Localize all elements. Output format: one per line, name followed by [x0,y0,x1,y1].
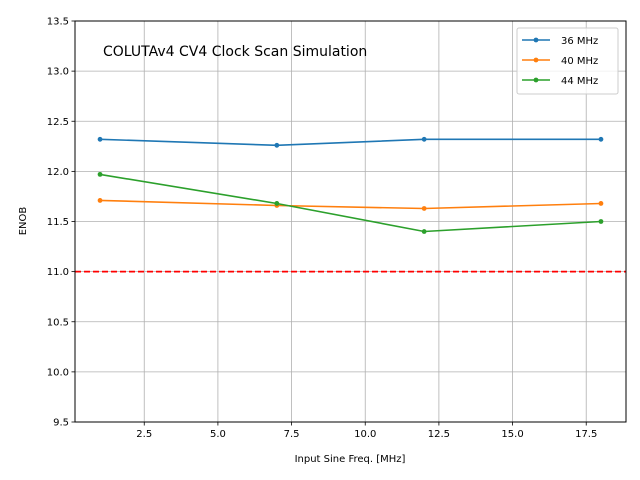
series-line [99,173,602,233]
data-point [598,201,604,206]
legend-label: 44 MHz [561,76,598,87]
y-tick-label: 11.0 [47,267,69,278]
legend-items: 36 MHz 40 MHz 44 MHz [522,36,598,87]
data-point [598,219,604,224]
x-ticks: 2.5 5.0 7.5 10.0 12.5 15.0 17.5 [136,422,597,440]
y-ticks: 9.5 10.0 10.5 11.0 11.5 12.0 12.5 13.0 13.5 [47,17,75,429]
y-axis-label: ENOB [18,207,29,236]
legend-swatch-marker [533,37,539,43]
x-tick-label: 10.0 [354,429,376,440]
data-point [421,206,427,211]
x-tick-label: 17.5 [575,429,597,440]
y-tick-label: 13.0 [47,67,69,78]
data-point [274,142,280,148]
data-point [421,229,427,234]
y-tick-label: 9.5 [53,418,69,429]
y-tick-label: 10.0 [47,367,69,378]
chart-title: COLUTAv4 CV4 Clock Scan Simulation [103,44,367,60]
data-point [598,136,604,142]
legend: 36 MHz 40 MHz 44 MHz [516,27,619,95]
legend-box [516,27,619,95]
x-axis-label: Input Sine Freq. [MHz] [295,454,406,465]
y-tick-label: 13.5 [47,17,69,28]
y-tick-label: 12.5 [47,117,69,128]
data-point [97,198,103,203]
data-point [274,201,280,206]
legend-swatch-marker [533,57,539,63]
data-point [97,136,103,142]
x-tick-label: 5.0 [210,429,226,440]
x-tick-label: 15.0 [501,429,523,440]
series-group [97,136,604,234]
x-tick-label: 2.5 [136,429,152,440]
x-tick-label: 7.5 [284,429,300,440]
y-tick-label: 12.0 [47,167,69,178]
x-tick-label: 12.5 [428,429,450,440]
data-point [421,136,427,142]
legend-swatch-marker [533,77,539,83]
y-tick-label: 11.5 [47,217,69,228]
y-tick-label: 10.5 [47,317,69,328]
legend-label: 40 MHz [561,56,598,67]
series-line [99,199,602,210]
series-line [99,138,601,147]
data-point [97,171,103,177]
legend-label: 36 MHz [561,36,598,47]
